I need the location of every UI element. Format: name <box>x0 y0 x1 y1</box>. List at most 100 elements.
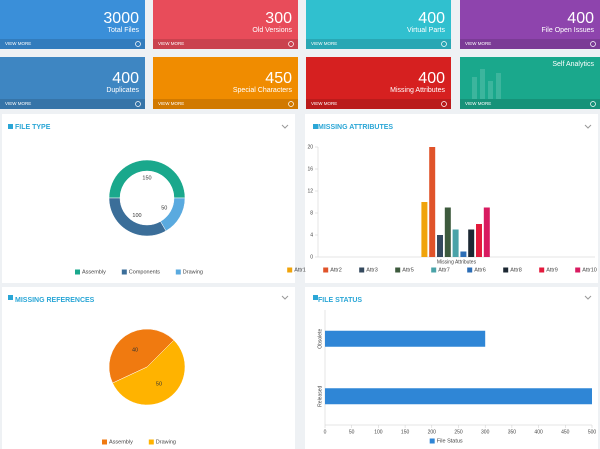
legend-swatch <box>431 267 437 273</box>
bar <box>421 202 428 257</box>
tile-arrow <box>441 101 447 107</box>
legend-label: Attr6 <box>474 267 486 273</box>
y-tick-label: 0 <box>310 254 313 260</box>
x-tick-label: 200 <box>428 429 437 435</box>
legend-label: Attr2 <box>330 267 342 273</box>
tile[interactable] <box>460 57 600 109</box>
icon <box>8 124 13 129</box>
tile[interactable] <box>460 0 600 49</box>
tile-footer <box>306 39 451 49</box>
tile-footer <box>306 99 451 109</box>
slice-label: 100 <box>132 213 141 219</box>
bar <box>437 235 443 257</box>
tile-arrow <box>590 101 596 107</box>
tile[interactable] <box>153 0 298 49</box>
legend-label: Attr5 <box>402 267 414 273</box>
panel <box>305 114 598 283</box>
tile-decoration <box>480 69 485 99</box>
x-tick-label: 100 <box>374 429 383 435</box>
x-tick-label: 150 <box>401 429 410 435</box>
legend-swatch <box>148 439 154 445</box>
collapse-chevron[interactable] <box>584 295 592 300</box>
icon <box>8 295 13 300</box>
slice <box>108 328 175 384</box>
panel-title: MISSING REFERENCES <box>15 297 95 304</box>
legend-swatch <box>467 267 473 273</box>
tile-action[interactable]: VIEW MORE <box>5 41 31 46</box>
tile-label: File Open Issues <box>541 27 594 34</box>
bar <box>468 229 475 257</box>
tile-decoration <box>488 81 493 99</box>
tile-action[interactable]: VIEW MORE <box>158 101 184 106</box>
icon <box>313 295 318 300</box>
slice-label: 50 <box>156 382 162 388</box>
x-tick-label: 300 <box>481 429 490 435</box>
x-tick-label: Missing Attributes <box>437 259 477 265</box>
tile-action[interactable]: VIEW MORE <box>465 101 491 106</box>
legend-label: Drawing <box>183 269 203 275</box>
tile-value: 3000 <box>103 10 139 27</box>
bar <box>429 147 436 257</box>
tile-value: 400 <box>418 10 445 27</box>
slice <box>112 339 186 406</box>
legend-swatch <box>102 439 107 445</box>
x-tick-label: 50 <box>349 429 355 435</box>
tile[interactable] <box>306 57 451 109</box>
x-tick-label: 250 <box>454 429 463 435</box>
tile-arrow <box>135 101 141 107</box>
slice <box>160 197 186 232</box>
bar <box>325 330 486 347</box>
tile-action[interactable]: VIEW MORE <box>311 41 337 46</box>
tile-arrow <box>441 41 447 47</box>
collapse-chevron[interactable] <box>281 295 289 300</box>
legend-swatch <box>539 267 545 273</box>
y-tick-label: 12 <box>307 188 313 194</box>
tile[interactable] <box>0 0 145 49</box>
tile-label: Missing Attributes <box>390 87 445 94</box>
legend-swatch <box>575 267 581 273</box>
tile-action[interactable]: VIEW MORE <box>5 101 31 106</box>
legend-label: Attr8 <box>510 267 522 273</box>
slice <box>108 197 167 237</box>
slice-label: 50 <box>161 205 167 211</box>
tile-footer <box>153 39 298 49</box>
slice-label: 150 <box>142 175 151 181</box>
tile[interactable] <box>0 57 145 109</box>
legend-label: Drawing <box>156 439 176 445</box>
legend-label: Attr3 <box>366 267 378 273</box>
x-tick-label: 0 <box>324 429 327 435</box>
legend-label: Attr1 <box>294 267 306 273</box>
legend-label: Assembly <box>109 439 133 445</box>
panel-title: FILE STATUS <box>318 297 362 304</box>
tile-label: Self Analytics <box>552 61 594 68</box>
bar <box>483 207 490 257</box>
legend-swatch <box>175 269 181 275</box>
tile-value: 400 <box>112 70 139 87</box>
legend-swatch <box>359 267 365 273</box>
panel <box>2 114 295 283</box>
tile-decoration <box>496 73 501 99</box>
collapse-chevron[interactable] <box>281 124 289 129</box>
panel-title: MISSING ATTRIBUTES <box>318 124 393 131</box>
collapse-chevron[interactable] <box>584 124 592 129</box>
tile-value: 400 <box>418 70 445 87</box>
tile[interactable] <box>306 0 451 49</box>
tile-arrow <box>590 41 596 47</box>
tile-footer <box>460 99 600 109</box>
legend-label: Assembly <box>82 269 106 275</box>
legend-swatch <box>429 438 435 444</box>
y-tick-label: 8 <box>310 210 313 216</box>
bar <box>452 229 459 257</box>
legend-swatch <box>121 269 127 275</box>
legend-swatch <box>323 267 329 273</box>
tile-action[interactable]: VIEW MORE <box>311 101 337 106</box>
tile[interactable] <box>153 57 298 109</box>
tile-action[interactable]: VIEW MORE <box>465 41 491 46</box>
y-tick-label: Obsolete <box>317 329 323 349</box>
tile-action[interactable]: VIEW MORE <box>158 41 184 46</box>
tile-value: 450 <box>265 70 292 87</box>
tile-footer <box>153 99 298 109</box>
legend-label: Attr9 <box>546 267 558 273</box>
panel <box>305 287 598 449</box>
